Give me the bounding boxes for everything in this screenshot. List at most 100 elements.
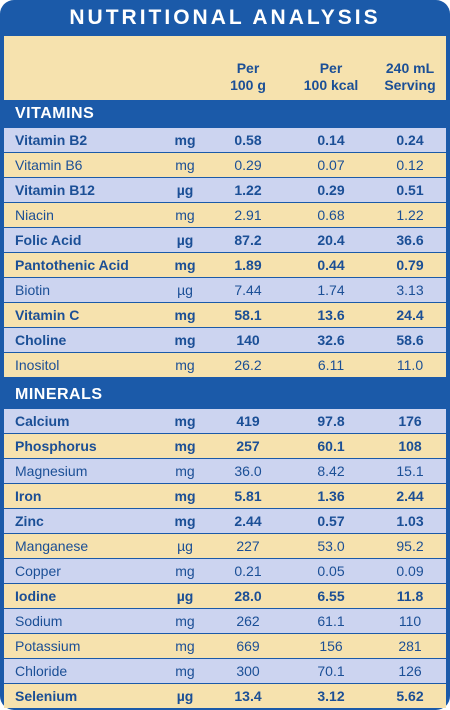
nutrient-unit: mg	[174, 438, 196, 454]
value-per-serving: 176	[398, 413, 422, 429]
value-per-100kcal: 0.57	[317, 513, 345, 529]
value-per-serving: 11.0	[396, 357, 424, 373]
value-per-serving: 0.79	[396, 257, 424, 273]
nutrient-unit: mg	[175, 613, 195, 629]
value-per-100kcal: 13.6	[317, 307, 345, 323]
nutrient-unit: µg	[176, 588, 194, 604]
table-row: Calcium mg 419 97.8 176	[4, 409, 446, 433]
column-header-row: Per 100 g Per 100 kcal 240 mL Serving	[4, 36, 446, 100]
nutrient-unit: mg	[175, 357, 195, 373]
value-per-100kcal: 53.0	[317, 538, 345, 554]
table-row: Selenium µg 13.4 3.12 5.62	[4, 684, 446, 708]
header-per-100g: Per 100 g	[208, 60, 288, 94]
value-per-100g: 58.1	[234, 307, 262, 323]
nutrient-name: Inositol	[15, 357, 60, 373]
value-per-100kcal: 60.1	[317, 438, 345, 454]
header-serving-line1: 240 mL	[385, 60, 435, 76]
table-row: Inositol mg 26.2 6.11 11.0	[4, 353, 446, 377]
value-per-100g: 0.21	[234, 563, 262, 579]
nutrient-name: Calcium	[15, 413, 70, 429]
value-per-100g: 13.4	[234, 688, 262, 704]
value-per-100g: 87.2	[234, 232, 262, 248]
nutrient-name: Copper	[15, 563, 61, 579]
value-per-100g: 36.0	[234, 463, 262, 479]
table-row: Pantothenic Acid mg 1.89 0.44 0.79	[4, 253, 446, 277]
nutrient-name: Vitamin B2	[15, 132, 88, 148]
value-per-100kcal: 6.11	[317, 357, 345, 373]
table-row: Vitamin B6 mg 0.29 0.07 0.12	[4, 153, 446, 177]
table-row: Iron mg 5.81 1.36 2.44	[4, 484, 446, 508]
value-per-100g: 5.81	[234, 488, 262, 504]
nutrient-name: Vitamin B12	[15, 182, 95, 198]
value-per-100kcal: 0.44	[317, 257, 345, 273]
table-row: Vitamin C mg 58.1 13.6 24.4	[4, 303, 446, 327]
value-per-100g: 7.44	[234, 282, 262, 298]
value-per-serving: 11.8	[396, 588, 424, 604]
table-row: Iodine µg 28.0 6.55 11.8	[4, 584, 446, 608]
value-per-100g: 419	[236, 413, 260, 429]
value-per-100g: 28.0	[234, 588, 262, 604]
nutrient-unit: mg	[175, 157, 195, 173]
table-row: Biotin µg 7.44 1.74 3.13	[4, 278, 446, 302]
nutrient-unit: mg	[174, 488, 196, 504]
section-header-minerals: MINERALS	[15, 386, 103, 403]
nutrient-name: Iron	[15, 488, 42, 504]
value-per-serving: 5.62	[396, 688, 424, 704]
table-row: Niacin mg 2.91 0.68 1.22	[4, 203, 446, 227]
nutrient-unit: µg	[176, 232, 194, 248]
value-per-100kcal: 3.12	[317, 688, 345, 704]
table-row: Copper mg 0.21 0.05 0.09	[4, 559, 446, 583]
value-per-100kcal: 61.1	[317, 613, 345, 629]
value-per-100g: 227	[236, 538, 260, 554]
value-per-100g: 1.89	[234, 257, 262, 273]
minerals-rows: Calcium mg 419 97.8 176 Phosphorus mg 257 60.1 10…	[4, 409, 446, 708]
value-per-serving: 1.03	[396, 513, 424, 529]
value-per-100g: 0.58	[234, 132, 262, 148]
value-per-100g: 140	[236, 332, 260, 348]
nutrient-name: Biotin	[15, 282, 51, 298]
header-serving: 240 mL Serving	[374, 60, 446, 94]
value-per-100g: 0.29	[234, 157, 262, 173]
value-per-serving: 281	[398, 638, 422, 654]
nutrient-unit: mg	[175, 463, 195, 479]
value-per-100g: 257	[236, 438, 260, 454]
table-row: Vitamin B12 µg 1.22 0.29 0.51	[4, 178, 446, 202]
value-per-serving: 36.6	[396, 232, 424, 248]
value-per-serving: 2.44	[396, 488, 424, 504]
header-per-100kcal-line1: Per	[319, 60, 343, 76]
value-per-100kcal: 6.55	[317, 588, 345, 604]
header-per-100kcal: Per 100 kcal	[288, 60, 374, 94]
value-per-serving: 110	[398, 613, 422, 629]
value-per-100kcal: 156	[319, 638, 343, 654]
nutrient-unit: mg	[175, 663, 195, 679]
value-per-serving: 58.6	[396, 332, 424, 348]
nutrient-unit: mg	[175, 207, 195, 223]
header-serving-line2: Serving	[384, 77, 436, 93]
value-per-100kcal: 70.1	[317, 663, 345, 679]
nutrient-name: Selenium	[15, 688, 78, 704]
value-per-serving: 0.24	[396, 132, 424, 148]
value-per-serving: 0.12	[396, 157, 424, 173]
table-row: Chloride mg 300 70.1 126	[4, 659, 446, 683]
nutrient-unit: µg	[177, 538, 193, 554]
nutrient-unit: mg	[174, 132, 196, 148]
header-per-100kcal-line2: 100 kcal	[303, 77, 359, 93]
nutrient-name: Sodium	[15, 613, 63, 629]
nutrient-unit: mg	[174, 307, 196, 323]
nutrient-name: Manganese	[15, 538, 89, 554]
nutrient-name: Choline	[15, 332, 67, 348]
table-row: Sodium mg 262 61.1 110	[4, 609, 446, 633]
value-per-serving: 24.4	[396, 307, 424, 323]
value-per-100g: 1.22	[234, 182, 262, 198]
value-per-serving: 126	[398, 663, 422, 679]
nutrient-unit: mg	[174, 413, 196, 429]
vitamins-rows: Vitamin B2 mg 0.58 0.14 0.24 Vitamin B6 mg 0.29…	[4, 128, 446, 377]
value-per-serving: 95.2	[396, 538, 424, 554]
nutrient-unit: µg	[177, 282, 193, 298]
nutrient-name: Iodine	[15, 588, 57, 604]
value-per-serving: 15.1	[396, 463, 424, 479]
value-per-100g: 2.44	[234, 513, 262, 529]
nutrient-unit: µg	[176, 182, 194, 198]
nutrient-unit: mg	[174, 257, 196, 273]
nutrient-name: Folic Acid	[15, 232, 82, 248]
